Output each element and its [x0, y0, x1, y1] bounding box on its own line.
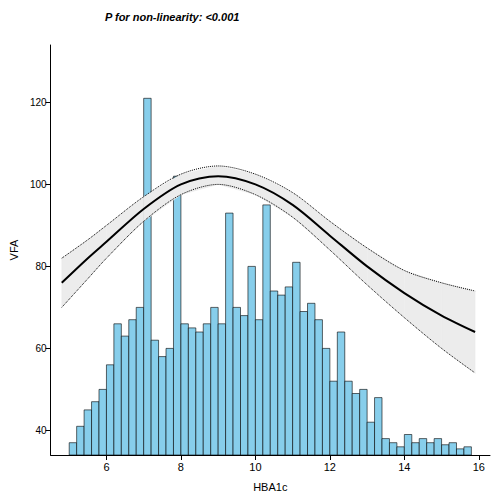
svg-text:VFA: VFA [8, 239, 20, 260]
svg-text:60: 60 [35, 343, 47, 354]
svg-text:16: 16 [473, 461, 485, 473]
svg-text:80: 80 [35, 261, 47, 272]
svg-text:12: 12 [324, 461, 336, 473]
svg-text:10: 10 [249, 461, 261, 473]
svg-text:8: 8 [178, 461, 184, 473]
svg-text:P for non-linearity: <0.001: P for non-linearity: <0.001 [105, 11, 239, 23]
svg-text:HBA1c: HBA1c [253, 481, 288, 493]
svg-text:40: 40 [35, 425, 47, 436]
svg-text:100: 100 [30, 179, 47, 190]
svg-text:14: 14 [398, 461, 410, 473]
svg-text:120: 120 [30, 97, 47, 108]
svg-text:6: 6 [103, 461, 109, 473]
